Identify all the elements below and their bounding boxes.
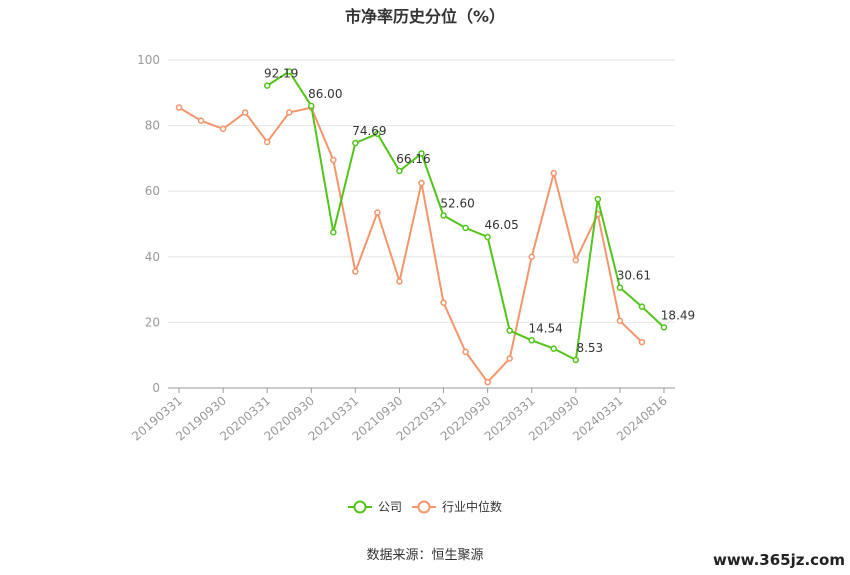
y-tick-label: 80 (145, 119, 160, 133)
data-label: 18.49 (661, 308, 695, 322)
data-point[interactable] (197, 117, 205, 124)
data-label: 46.05 (484, 218, 518, 232)
data-label: 92.19 (264, 67, 298, 81)
source-note: 数据来源：恒生聚源 (366, 548, 483, 563)
data-label: 74.69 (352, 124, 386, 138)
data-point[interactable] (506, 355, 513, 362)
data-point[interactable] (308, 102, 315, 110)
data-labels: 92.19 86.00 74.69 66.16 52.60 46.05 14.54 8.53 3… (264, 67, 695, 355)
data-point[interactable] (572, 356, 580, 364)
data-point[interactable] (638, 338, 646, 346)
series-company (263, 68, 668, 364)
data-label: 30.61 (617, 269, 651, 283)
legend-item-industry-median[interactable]: 行业中位数 (412, 499, 502, 514)
y-tick-label: 40 (145, 250, 160, 264)
legend-label-industry: 行业中位数 (442, 499, 502, 514)
data-point[interactable] (660, 324, 668, 331)
data-point[interactable] (550, 169, 558, 177)
data-point[interactable] (638, 303, 646, 310)
watermark: www.365jz.com (713, 551, 845, 569)
data-label: 14.54 (529, 321, 563, 335)
data-point[interactable] (219, 125, 227, 133)
data-point[interactable] (616, 317, 624, 325)
series-layer (175, 68, 668, 386)
series-line (178, 106, 643, 384)
data-point[interactable] (528, 253, 535, 261)
series-industry-median (175, 104, 646, 386)
data-point[interactable] (484, 378, 491, 386)
data-point[interactable] (374, 130, 381, 138)
data-point[interactable] (352, 139, 359, 147)
x-axis: 2019033120190930202003312020093020210331… (129, 387, 675, 444)
y-tick-label: 100 (137, 53, 160, 67)
data-point[interactable] (352, 268, 359, 275)
data-point[interactable] (594, 195, 602, 203)
data-point[interactable] (241, 109, 249, 116)
data-label: 52.60 (440, 196, 474, 210)
data-point[interactable] (285, 68, 293, 75)
y-axis: 0 20 40 60 80 100 (137, 53, 160, 395)
data-point[interactable] (550, 345, 558, 352)
legend-item-company[interactable]: 公司 (348, 500, 402, 514)
data-point[interactable] (462, 348, 469, 356)
data-point[interactable] (572, 256, 580, 264)
legend-marker-company (353, 500, 367, 514)
legend-marker-industry (417, 500, 431, 514)
data-point[interactable] (418, 150, 425, 157)
data-label: 66.16 (396, 152, 430, 166)
data-point[interactable] (462, 224, 469, 232)
chart-title: 市净率历史分位（%） (345, 7, 505, 26)
data-point[interactable] (263, 138, 271, 146)
data-point[interactable] (528, 337, 535, 344)
data-point[interactable] (263, 82, 271, 89)
data-point[interactable] (396, 278, 403, 285)
grid (168, 59, 675, 323)
data-point[interactable] (418, 179, 425, 187)
data-point[interactable] (330, 228, 337, 236)
y-tick-label: 20 (145, 315, 160, 329)
y-tick-label: 60 (145, 184, 160, 198)
data-point[interactable] (484, 233, 491, 241)
data-point[interactable] (330, 156, 337, 164)
data-point[interactable] (616, 284, 624, 291)
legend-label-company: 公司 (378, 500, 402, 514)
data-point[interactable] (396, 167, 403, 175)
data-label: 86.00 (308, 87, 342, 101)
series-line (266, 70, 665, 362)
data-label: 8.53 (576, 341, 603, 355)
data-point[interactable] (374, 209, 381, 216)
y-tick-label: 0 (152, 381, 160, 395)
data-point[interactable] (440, 212, 447, 219)
data-point[interactable] (285, 109, 293, 116)
legend[interactable]: 公司 行业中位数 (348, 499, 502, 514)
data-point[interactable] (440, 299, 447, 306)
data-point[interactable] (506, 327, 513, 334)
data-point[interactable] (175, 104, 183, 111)
